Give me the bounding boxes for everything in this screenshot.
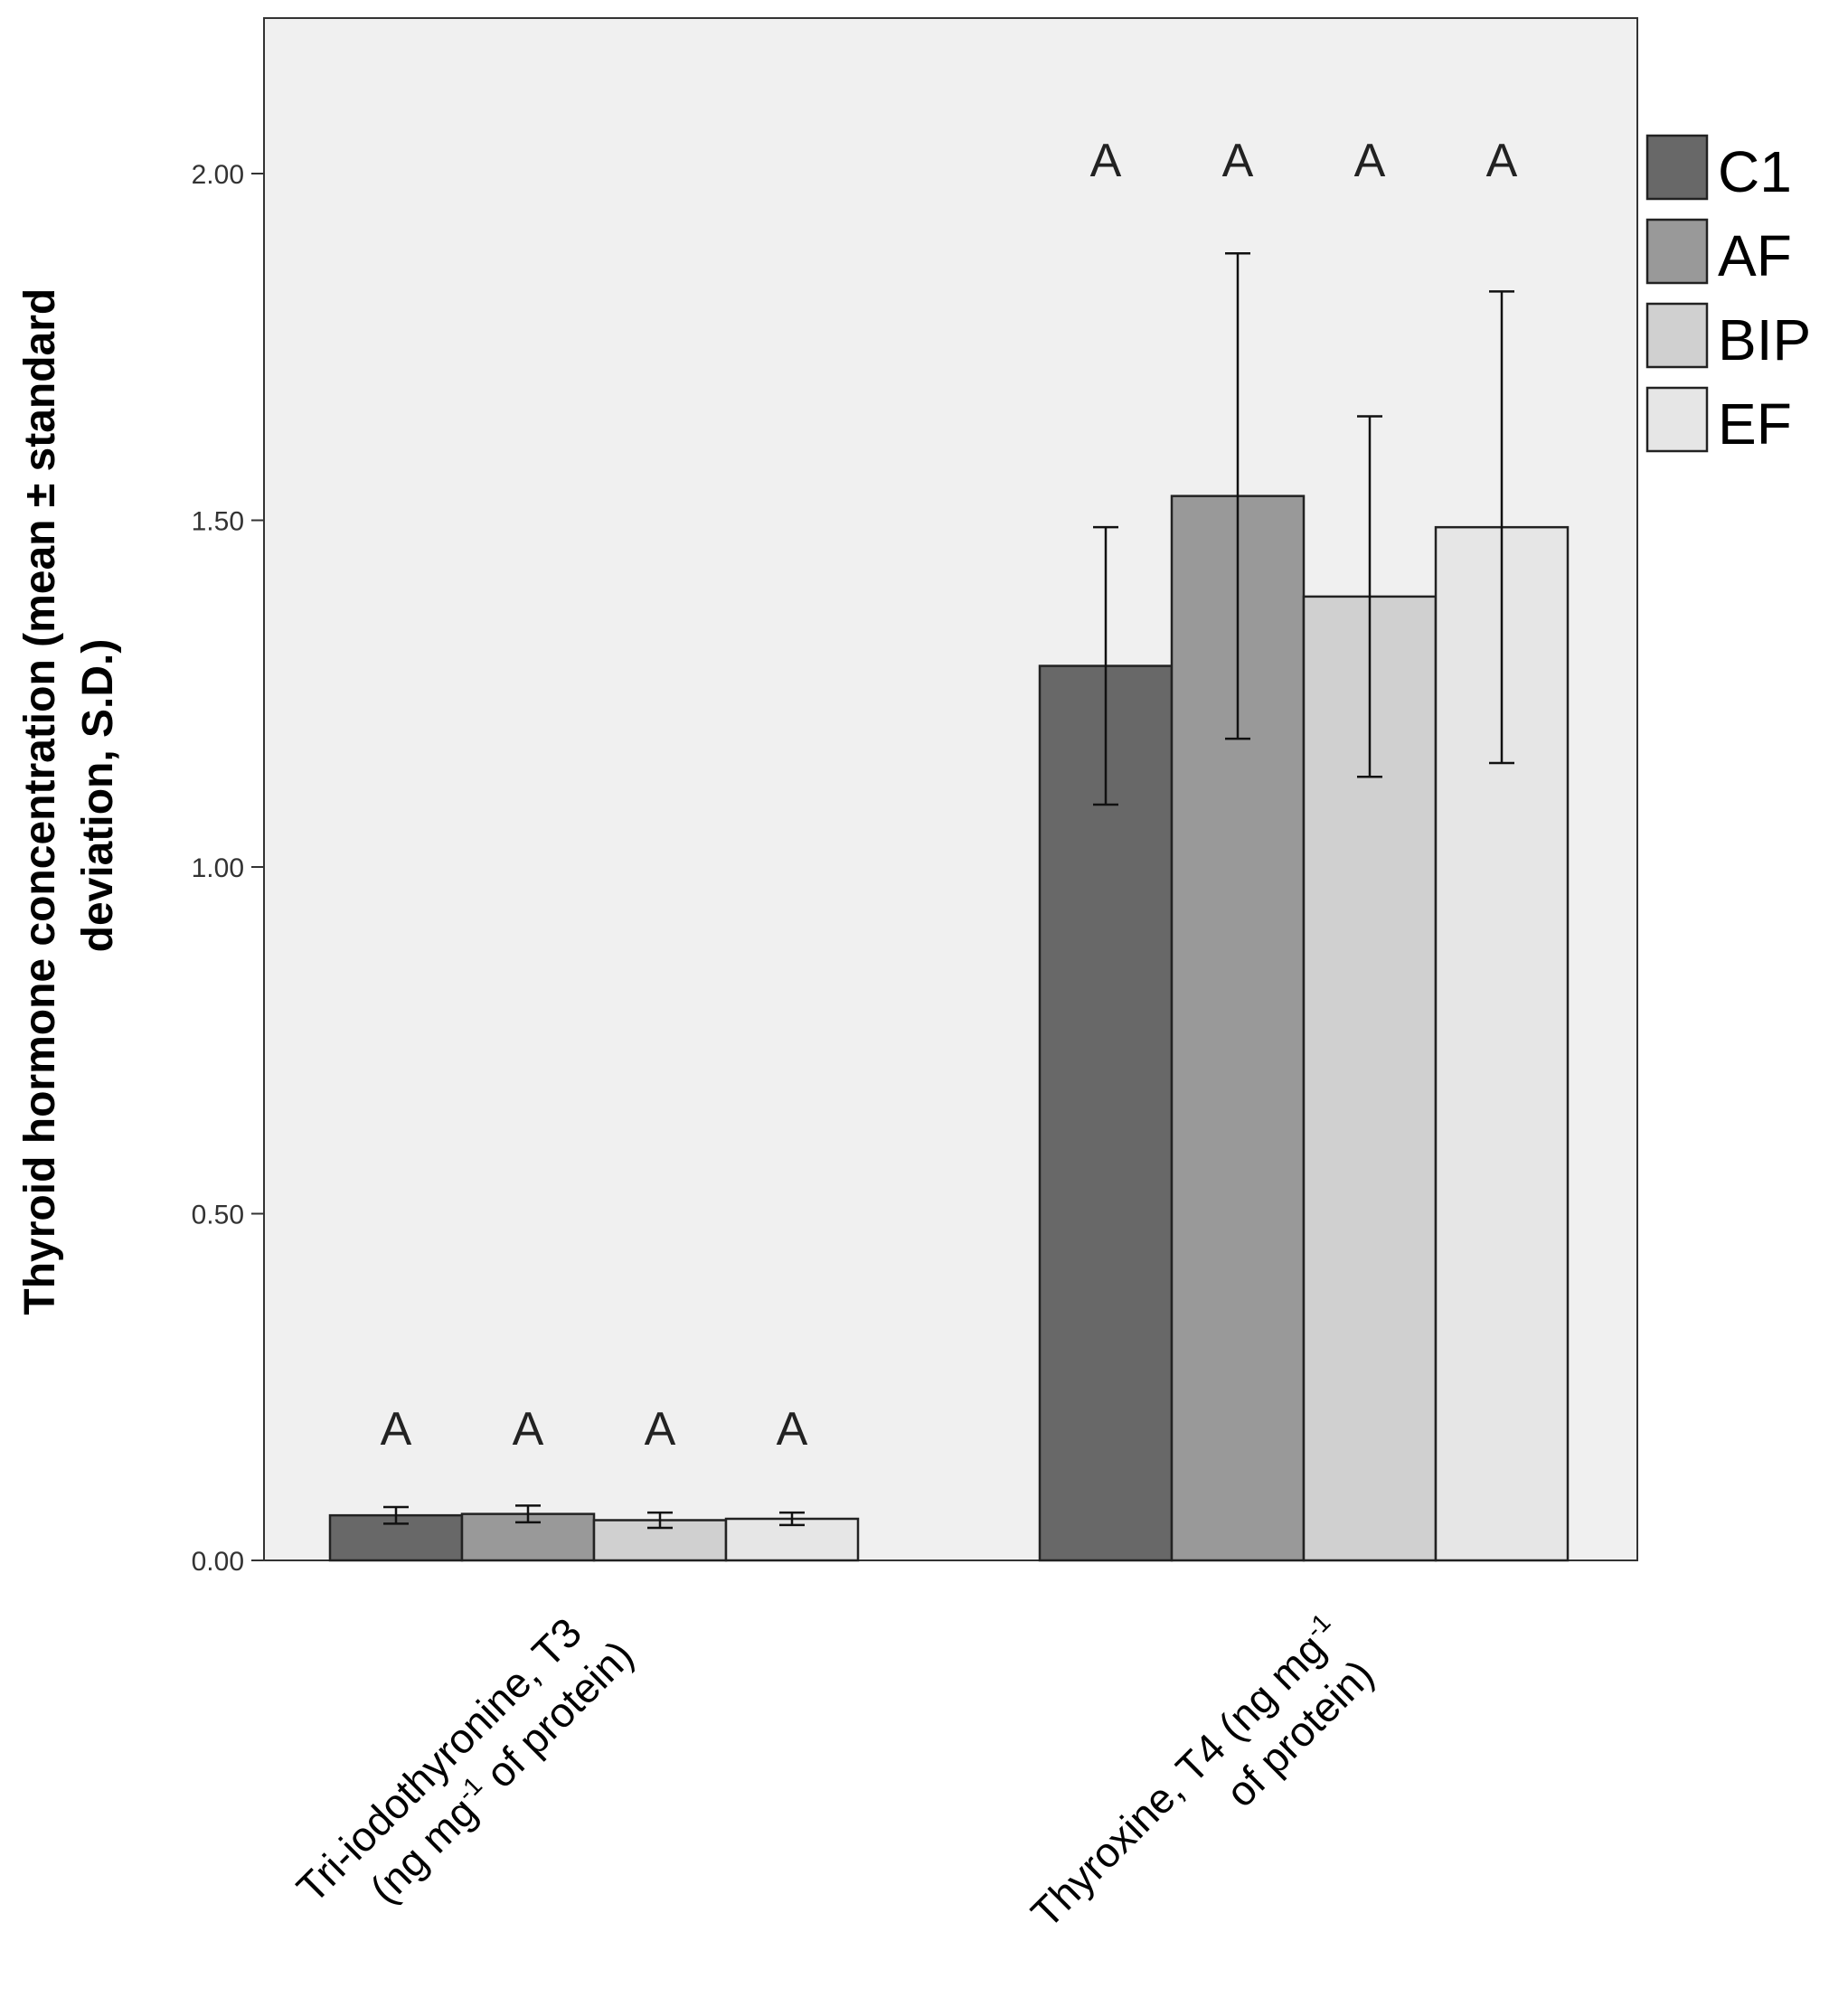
y-axis: 0.00 0.50 1.00 1.50 2.00 [192, 160, 264, 1577]
legend: C1 AF BIP EF [1645, 134, 1811, 457]
significance-letter: A [1486, 135, 1518, 187]
legend-label-ef: EF [1718, 391, 1792, 457]
legend-label-af: AF [1718, 223, 1792, 288]
y-axis-title-line2: deviation, S.D.) [74, 639, 122, 953]
y-axis-title: Thyroid hormone concentration (mean ± st… [16, 276, 122, 1314]
y-axis-title-line1: Thyroid hormone concentration (mean ± st… [16, 288, 64, 1315]
x-category-label-t3: Tri-iodothyronine, T3 (ng mg-1 of protei… [288, 1594, 642, 1948]
legend-swatch-bip [1645, 302, 1709, 369]
legend-label-bip: BIP [1718, 307, 1811, 372]
significance-letter: A [1090, 135, 1122, 187]
x-category-label-t4: Thyroxine, T4 (ng mg-1 of protein) [1010, 1589, 1395, 1974]
bars-layer [328, 251, 1570, 1562]
legend-label-c1: C1 [1718, 139, 1792, 204]
legend-swatch-c1 [1645, 134, 1709, 201]
y-tick-label: 1.50 [192, 507, 244, 537]
legend-swatch-af [1645, 218, 1709, 285]
y-tick-label: 0.00 [192, 1547, 244, 1577]
legend-swatch-ef [1645, 386, 1709, 453]
significance-letter: A [381, 1403, 412, 1456]
significance-letter: A [513, 1403, 544, 1456]
significance-letter: A [645, 1403, 676, 1456]
y-tick-label: 2.00 [192, 160, 244, 190]
significance-letter: A [1222, 135, 1254, 187]
significance-letter: A [777, 1403, 808, 1456]
x-category-label-t4-line1: Thyroxine, T4 (ng mg [1022, 1625, 1334, 1936]
bar-c1-t4 [1038, 664, 1174, 1562]
significance-letter: A [1354, 135, 1386, 187]
labels-layer: A A A A A A A A [381, 135, 1518, 1456]
y-tick-label: 1.00 [192, 853, 244, 883]
y-tick-label: 0.50 [192, 1201, 244, 1230]
